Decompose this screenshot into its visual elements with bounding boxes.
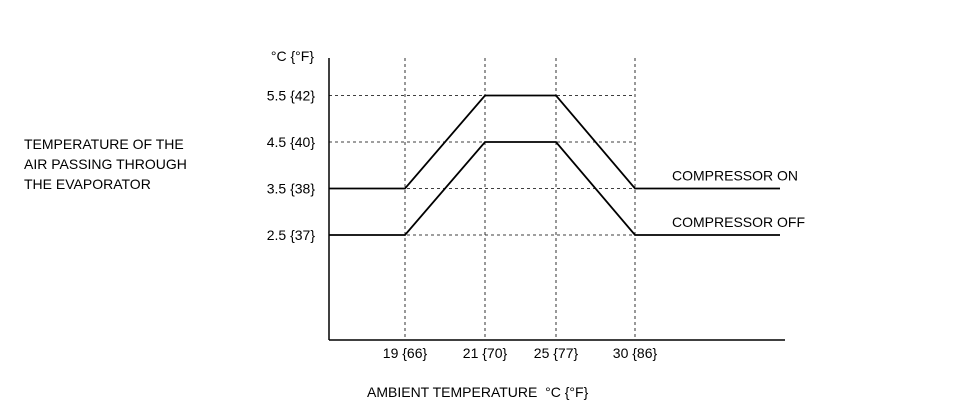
y-tick-label-2.5: 2.5 {37} [267, 227, 316, 243]
x-tick-label-19: 19 {66} [383, 345, 428, 361]
y-axis-description-line-3: THE EVAPORATOR [24, 176, 151, 192]
y-axis-description: TEMPERATURE OF THE AIR PASSING THROUGH T… [24, 134, 187, 194]
y-axis-description-line-2: AIR PASSING THROUGH [24, 156, 187, 172]
x-tick-label-21: 21 {70} [463, 345, 508, 361]
series-label-compressor-on: COMPRESSOR ON [672, 168, 798, 184]
x-tick-label-25: 25 {77} [534, 345, 579, 361]
series-lines [329, 94, 780, 236]
series-line-compressor-off [329, 141, 780, 236]
y-tick-label-5.5: 5.5 {42} [267, 88, 316, 104]
series-label-compressor-off: COMPRESSOR OFF [672, 214, 805, 230]
tick-labels: 19 {66} 21 {70} 25 {77} 30 {86} 5.5 {42} 4.5 … [267, 88, 805, 362]
x-axis-title: AMBIENT TEMPERATURE °C {°F} [367, 384, 589, 400]
series-line-compressor-on [329, 94, 780, 190]
y-axis-description-line-1: TEMPERATURE OF THE [24, 136, 184, 152]
y-tick-label-4.5: 4.5 {40} [267, 134, 316, 150]
x-tick-label-30: 30 {86} [613, 345, 658, 361]
axes [328, 58, 785, 341]
y-unit-label: °C {°F} [271, 48, 314, 64]
y-tick-label-3.5: 3.5 {38} [267, 181, 316, 197]
